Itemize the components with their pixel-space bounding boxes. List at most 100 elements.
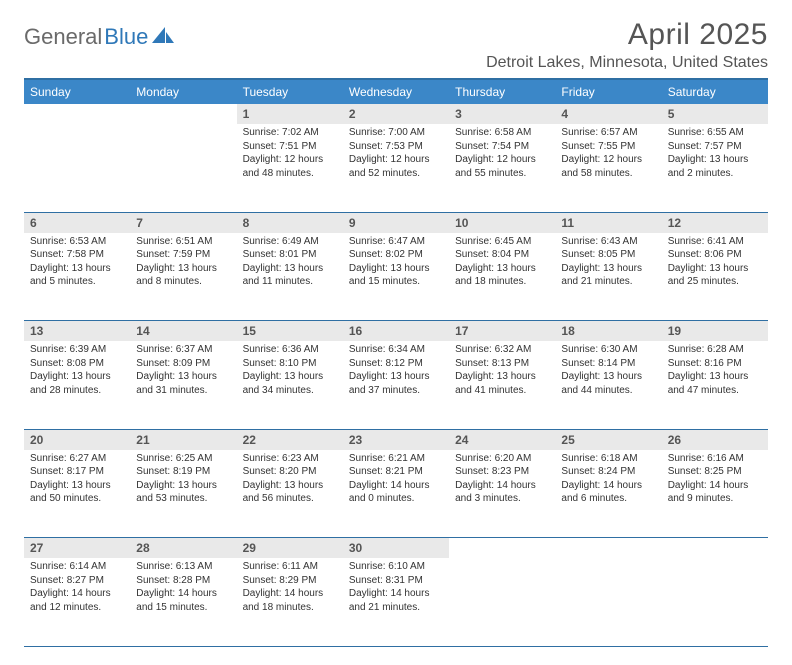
day-number: 30	[343, 538, 449, 559]
day-number: 6	[24, 212, 130, 233]
day-cell: Sunrise: 6:32 AMSunset: 8:13 PMDaylight:…	[449, 341, 555, 429]
day-details: Sunrise: 7:02 AMSunset: 7:51 PMDaylight:…	[237, 124, 343, 186]
day-details: Sunrise: 6:10 AMSunset: 8:31 PMDaylight:…	[343, 558, 449, 620]
day-details: Sunrise: 6:23 AMSunset: 8:20 PMDaylight:…	[237, 450, 343, 512]
day-cell: Sunrise: 6:57 AMSunset: 7:55 PMDaylight:…	[555, 124, 661, 212]
day-details: Sunrise: 6:47 AMSunset: 8:02 PMDaylight:…	[343, 233, 449, 295]
day-cell	[555, 558, 661, 646]
day-details: Sunrise: 6:36 AMSunset: 8:10 PMDaylight:…	[237, 341, 343, 403]
day-cell: Sunrise: 6:55 AMSunset: 7:57 PMDaylight:…	[662, 124, 768, 212]
day-content-row: Sunrise: 7:02 AMSunset: 7:51 PMDaylight:…	[24, 124, 768, 212]
day-details: Sunrise: 6:30 AMSunset: 8:14 PMDaylight:…	[555, 341, 661, 403]
day-cell: Sunrise: 6:16 AMSunset: 8:25 PMDaylight:…	[662, 450, 768, 538]
location-subtitle: Detroit Lakes, Minnesota, United States	[486, 54, 768, 72]
day-cell: Sunrise: 6:10 AMSunset: 8:31 PMDaylight:…	[343, 558, 449, 646]
day-number: 25	[555, 429, 661, 450]
day-cell: Sunrise: 6:45 AMSunset: 8:04 PMDaylight:…	[449, 233, 555, 321]
day-cell: Sunrise: 6:58 AMSunset: 7:54 PMDaylight:…	[449, 124, 555, 212]
day-details: Sunrise: 6:11 AMSunset: 8:29 PMDaylight:…	[237, 558, 343, 620]
day-details: Sunrise: 6:53 AMSunset: 7:58 PMDaylight:…	[24, 233, 130, 295]
day-details: Sunrise: 6:55 AMSunset: 7:57 PMDaylight:…	[662, 124, 768, 186]
day-cell: Sunrise: 6:34 AMSunset: 8:12 PMDaylight:…	[343, 341, 449, 429]
day-number: 2	[343, 104, 449, 124]
day-cell: Sunrise: 6:28 AMSunset: 8:16 PMDaylight:…	[662, 341, 768, 429]
day-number	[555, 538, 661, 559]
day-number: 9	[343, 212, 449, 233]
day-cell: Sunrise: 6:43 AMSunset: 8:05 PMDaylight:…	[555, 233, 661, 321]
brand-logo: General Blue	[24, 24, 174, 50]
day-number: 22	[237, 429, 343, 450]
day-number	[662, 538, 768, 559]
day-details: Sunrise: 6:57 AMSunset: 7:55 PMDaylight:…	[555, 124, 661, 186]
day-number: 12	[662, 212, 768, 233]
day-number-row: 6789101112	[24, 212, 768, 233]
day-number: 23	[343, 429, 449, 450]
day-cell: Sunrise: 6:51 AMSunset: 7:59 PMDaylight:…	[130, 233, 236, 321]
weekday-header: Tuesday	[237, 79, 343, 104]
day-cell: Sunrise: 6:53 AMSunset: 7:58 PMDaylight:…	[24, 233, 130, 321]
day-number: 27	[24, 538, 130, 559]
day-number: 16	[343, 321, 449, 342]
day-cell: Sunrise: 7:02 AMSunset: 7:51 PMDaylight:…	[237, 124, 343, 212]
brand-sail-icon	[152, 26, 174, 49]
day-number	[130, 104, 236, 124]
day-cell: Sunrise: 6:14 AMSunset: 8:27 PMDaylight:…	[24, 558, 130, 646]
day-number: 21	[130, 429, 236, 450]
day-details: Sunrise: 6:21 AMSunset: 8:21 PMDaylight:…	[343, 450, 449, 512]
day-number: 15	[237, 321, 343, 342]
weekday-header: Monday	[130, 79, 236, 104]
brand-part1: General	[24, 24, 102, 50]
day-number: 3	[449, 104, 555, 124]
day-cell: Sunrise: 6:13 AMSunset: 8:28 PMDaylight:…	[130, 558, 236, 646]
day-cell: Sunrise: 7:00 AMSunset: 7:53 PMDaylight:…	[343, 124, 449, 212]
day-details: Sunrise: 6:18 AMSunset: 8:24 PMDaylight:…	[555, 450, 661, 512]
day-number: 1	[237, 104, 343, 124]
day-details: Sunrise: 6:14 AMSunset: 8:27 PMDaylight:…	[24, 558, 130, 620]
day-details: Sunrise: 6:51 AMSunset: 7:59 PMDaylight:…	[130, 233, 236, 295]
day-content-row: Sunrise: 6:14 AMSunset: 8:27 PMDaylight:…	[24, 558, 768, 646]
day-cell: Sunrise: 6:47 AMSunset: 8:02 PMDaylight:…	[343, 233, 449, 321]
day-details: Sunrise: 6:25 AMSunset: 8:19 PMDaylight:…	[130, 450, 236, 512]
weekday-header-row: SundayMondayTuesdayWednesdayThursdayFrid…	[24, 79, 768, 104]
day-number: 14	[130, 321, 236, 342]
day-number: 11	[555, 212, 661, 233]
day-cell: Sunrise: 6:21 AMSunset: 8:21 PMDaylight:…	[343, 450, 449, 538]
weekday-header: Wednesday	[343, 79, 449, 104]
day-details: Sunrise: 6:39 AMSunset: 8:08 PMDaylight:…	[24, 341, 130, 403]
day-details: Sunrise: 6:28 AMSunset: 8:16 PMDaylight:…	[662, 341, 768, 403]
day-cell: Sunrise: 6:36 AMSunset: 8:10 PMDaylight:…	[237, 341, 343, 429]
day-number: 26	[662, 429, 768, 450]
day-number: 29	[237, 538, 343, 559]
day-details: Sunrise: 6:37 AMSunset: 8:09 PMDaylight:…	[130, 341, 236, 403]
day-cell: Sunrise: 6:23 AMSunset: 8:20 PMDaylight:…	[237, 450, 343, 538]
day-number: 5	[662, 104, 768, 124]
day-number: 19	[662, 321, 768, 342]
day-cell: Sunrise: 6:11 AMSunset: 8:29 PMDaylight:…	[237, 558, 343, 646]
day-details: Sunrise: 6:43 AMSunset: 8:05 PMDaylight:…	[555, 233, 661, 295]
day-details: Sunrise: 6:49 AMSunset: 8:01 PMDaylight:…	[237, 233, 343, 295]
calendar-table: SundayMondayTuesdayWednesdayThursdayFrid…	[24, 78, 768, 647]
day-cell: Sunrise: 6:27 AMSunset: 8:17 PMDaylight:…	[24, 450, 130, 538]
calendar-page: General Blue April 2025 Detroit Lakes, M…	[0, 0, 792, 665]
day-details: Sunrise: 6:32 AMSunset: 8:13 PMDaylight:…	[449, 341, 555, 403]
day-details: Sunrise: 6:16 AMSunset: 8:25 PMDaylight:…	[662, 450, 768, 512]
day-number-row: 13141516171819	[24, 321, 768, 342]
day-details: Sunrise: 6:41 AMSunset: 8:06 PMDaylight:…	[662, 233, 768, 295]
day-number: 20	[24, 429, 130, 450]
day-details: Sunrise: 6:45 AMSunset: 8:04 PMDaylight:…	[449, 233, 555, 295]
weekday-header: Saturday	[662, 79, 768, 104]
day-number: 28	[130, 538, 236, 559]
day-number: 10	[449, 212, 555, 233]
day-details: Sunrise: 6:20 AMSunset: 8:23 PMDaylight:…	[449, 450, 555, 512]
day-cell	[449, 558, 555, 646]
day-cell: Sunrise: 6:20 AMSunset: 8:23 PMDaylight:…	[449, 450, 555, 538]
weekday-header: Thursday	[449, 79, 555, 104]
day-cell	[24, 124, 130, 212]
day-details: Sunrise: 7:00 AMSunset: 7:53 PMDaylight:…	[343, 124, 449, 186]
day-details: Sunrise: 6:34 AMSunset: 8:12 PMDaylight:…	[343, 341, 449, 403]
day-cell: Sunrise: 6:41 AMSunset: 8:06 PMDaylight:…	[662, 233, 768, 321]
day-number-row: 12345	[24, 104, 768, 124]
day-number: 8	[237, 212, 343, 233]
day-number-row: 20212223242526	[24, 429, 768, 450]
weekday-header: Sunday	[24, 79, 130, 104]
